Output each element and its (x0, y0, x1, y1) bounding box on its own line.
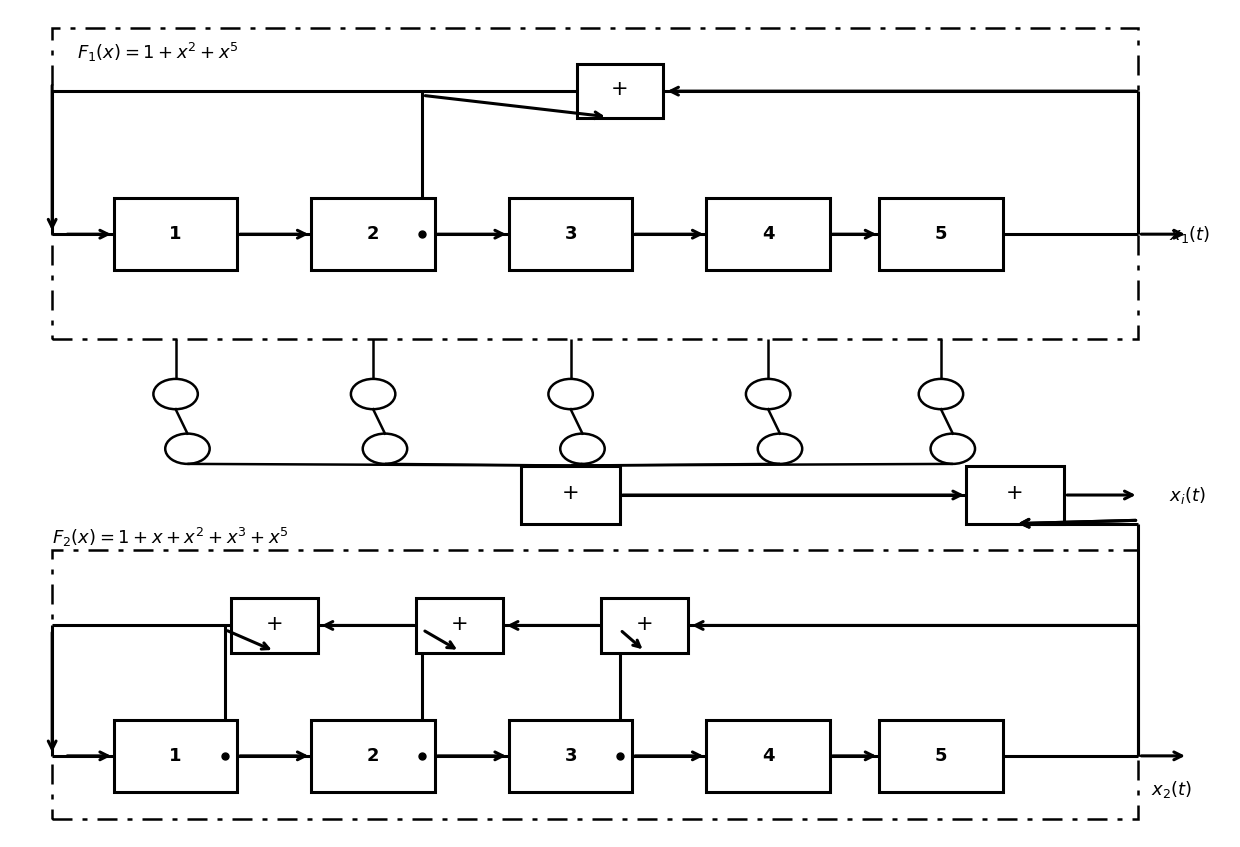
Text: $x_1(t)$: $x_1(t)$ (1169, 224, 1210, 245)
Text: +: + (1006, 484, 1024, 503)
Text: $x_2(t)$: $x_2(t)$ (1151, 779, 1192, 800)
Bar (231, 598, 317, 653)
Text: 3: 3 (564, 747, 577, 765)
Text: $F_1(x)=1+x^2+x^5$: $F_1(x)=1+x^2+x^5$ (77, 41, 238, 64)
Text: +: + (611, 80, 629, 99)
Bar (417, 598, 502, 653)
Text: 3: 3 (564, 225, 577, 243)
Text: +: + (562, 484, 579, 503)
Text: 1: 1 (170, 747, 182, 765)
Text: 2: 2 (367, 747, 379, 765)
Bar (879, 198, 1003, 270)
Text: +: + (265, 614, 283, 634)
Text: $F_2(x)=1+x+x^2+x^3+x^5$: $F_2(x)=1+x+x^2+x^3+x^5$ (52, 525, 289, 549)
Text: $x_i(t)$: $x_i(t)$ (1169, 484, 1207, 506)
Text: 5: 5 (935, 747, 947, 765)
Bar (114, 720, 237, 792)
Text: 2: 2 (367, 225, 379, 243)
Bar (508, 198, 632, 270)
Bar (508, 720, 632, 792)
Bar (52, 550, 1138, 819)
Bar (601, 598, 688, 653)
Text: 4: 4 (761, 225, 775, 243)
Text: 1: 1 (170, 225, 182, 243)
Bar (879, 720, 1003, 792)
Text: 5: 5 (935, 225, 947, 243)
Bar (52, 28, 1138, 340)
Bar (114, 198, 237, 270)
Bar (707, 720, 830, 792)
Bar (521, 466, 620, 524)
Bar (707, 198, 830, 270)
Text: +: + (636, 614, 653, 634)
Text: 4: 4 (761, 747, 775, 765)
Bar (577, 64, 663, 119)
Bar (311, 198, 435, 270)
Bar (966, 466, 1064, 524)
Text: +: + (450, 614, 469, 634)
Bar (311, 720, 435, 792)
